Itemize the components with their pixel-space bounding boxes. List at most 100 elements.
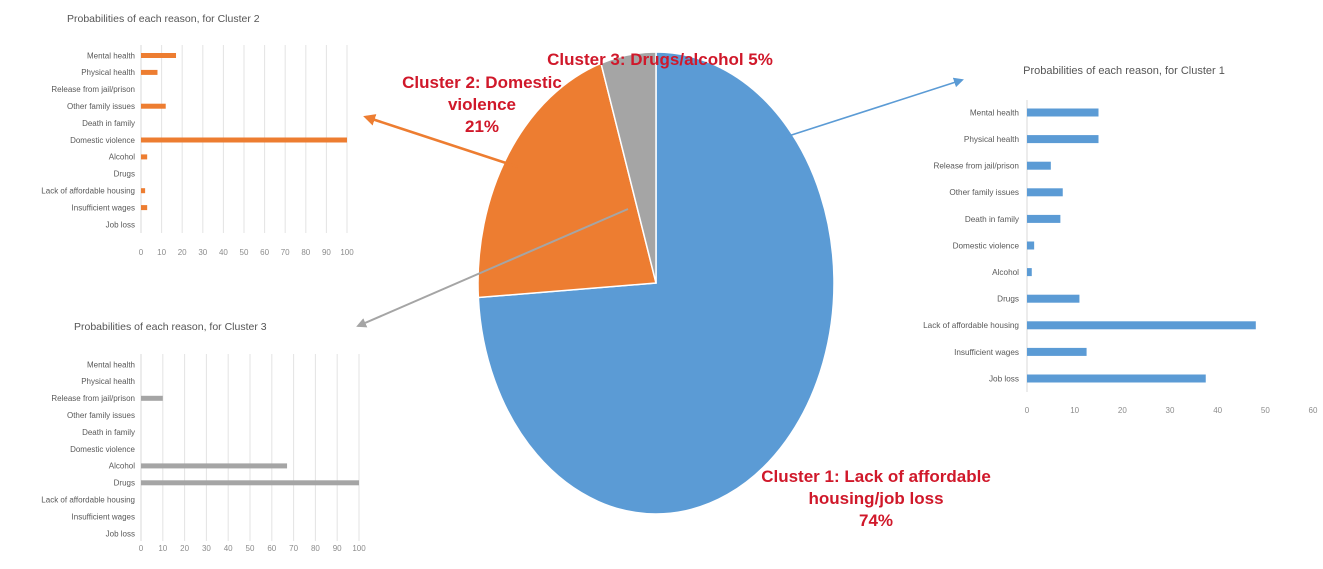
cluster2-connector-arrow <box>363 114 519 169</box>
bar-alcohol <box>1027 268 1032 277</box>
cluster2-label-line3: 21% <box>464 116 500 136</box>
x-tick-label: 40 <box>1213 406 1222 415</box>
x-tick-label: 100 <box>340 248 354 257</box>
category-label-death-in-family: Death in family <box>82 119 135 128</box>
category-label-release-from-jail-prison: Release from jail/prison <box>51 85 135 94</box>
cluster3-label-text: Cluster 3: Drugs/alcohol 5% <box>547 50 773 69</box>
category-label-alcohol: Alcohol <box>992 268 1019 277</box>
cluster3-bar-chart: Probabilities of each reason, for Cluste… <box>41 321 366 553</box>
category-label-mental-health: Mental health <box>87 51 135 60</box>
bar-mental-health <box>1027 108 1099 117</box>
x-tick-label: 50 <box>246 544 255 553</box>
x-tick-label: 0 <box>139 248 144 257</box>
x-tick-label: 10 <box>157 248 166 257</box>
x-tick-label: 20 <box>178 248 187 257</box>
x-tick-label: 60 <box>1309 406 1318 415</box>
x-tick-label: 60 <box>260 248 269 257</box>
category-label-other-family-issues: Other family issues <box>67 102 135 111</box>
x-tick-label: 0 <box>1025 406 1030 415</box>
category-label-drugs: Drugs <box>114 170 135 179</box>
x-tick-label: 40 <box>224 544 233 553</box>
cluster2-bar-chart: Probabilities of each reason, for Cluste… <box>41 13 354 257</box>
cluster2-label-line2: violence <box>447 94 517 114</box>
bar-job-loss <box>1027 374 1206 383</box>
bar-physical-health <box>1027 135 1099 144</box>
cluster-pie-chart <box>477 51 835 515</box>
bar-lack-of-affordable-housing <box>1027 321 1256 330</box>
category-label-domestic-violence: Domestic violence <box>70 445 135 454</box>
category-label-domestic-violence: Domestic violence <box>70 136 135 145</box>
category-label-death-in-family: Death in family <box>82 428 135 437</box>
category-label-lack-of-affordable-housing: Lack of affordable housing <box>923 321 1019 330</box>
cluster1-label-line2: housing/job loss <box>808 488 944 508</box>
category-label-insufficient-wages: Insufficient wages <box>954 348 1019 357</box>
x-tick-label: 70 <box>289 544 298 553</box>
chart-title: Probabilities of each reason, for Cluste… <box>67 13 260 25</box>
category-label-mental-health: Mental health <box>970 108 1020 117</box>
x-tick-label: 20 <box>1118 406 1127 415</box>
chart-title: Probabilities of each reason, for Cluste… <box>1023 65 1225 77</box>
x-tick-label: 80 <box>301 248 310 257</box>
bar-domestic-violence <box>1027 241 1035 250</box>
bar-other-family-issues <box>141 103 166 109</box>
category-label-job-loss: Job loss <box>989 374 1019 383</box>
category-label-drugs: Drugs <box>997 295 1019 304</box>
category-label-domestic-violence: Domestic violence <box>953 241 1020 250</box>
x-tick-label: 100 <box>352 544 366 553</box>
category-label-release-from-jail-prison: Release from jail/prison <box>51 394 135 403</box>
category-label-lack-of-affordable-housing: Lack of affordable housing <box>41 187 135 196</box>
cluster1-pie-label: Cluster 1: Lack of affordable housing/jo… <box>744 466 1008 531</box>
category-label-insufficient-wages: Insufficient wages <box>72 512 135 521</box>
bar-release-from-jail-prison <box>1027 161 1051 170</box>
bar-death-in-family <box>1027 214 1061 223</box>
category-label-alcohol: Alcohol <box>109 462 135 471</box>
cluster3-connector-arrow <box>356 208 629 328</box>
pie-slice-cluster3 <box>600 51 657 284</box>
bar-mental-health <box>141 53 177 58</box>
x-tick-label: 30 <box>1166 406 1175 415</box>
connector-arrows <box>356 77 964 328</box>
category-label-other-family-issues: Other family issues <box>949 188 1019 197</box>
x-tick-label: 30 <box>202 544 211 553</box>
bar-physical-health <box>141 69 158 75</box>
pie-slice-cluster2 <box>477 62 657 299</box>
x-tick-label: 20 <box>180 544 189 553</box>
x-tick-label: 10 <box>1070 406 1079 415</box>
bar-other-family-issues <box>1027 188 1063 197</box>
x-tick-label: 50 <box>240 248 249 257</box>
cluster2-pie-label: Cluster 2: Domestic violence 21% <box>382 72 582 137</box>
category-label-physical-health: Physical health <box>81 68 135 77</box>
bar-drugs <box>1027 294 1080 303</box>
x-tick-label: 70 <box>281 248 290 257</box>
category-label-job-loss: Job loss <box>106 529 135 538</box>
x-tick-label: 90 <box>322 248 331 257</box>
x-tick-label: 50 <box>1261 406 1270 415</box>
x-tick-label: 40 <box>219 248 228 257</box>
category-label-insufficient-wages: Insufficient wages <box>72 203 135 212</box>
x-tick-label: 90 <box>333 544 342 553</box>
bar-insufficient-wages <box>141 205 148 211</box>
category-label-job-loss: Job loss <box>106 220 135 229</box>
category-label-release-from-jail-prison: Release from jail/prison <box>933 162 1019 171</box>
bar-release-from-jail-prison <box>141 395 163 401</box>
bar-alcohol <box>141 154 148 160</box>
category-label-drugs: Drugs <box>114 479 135 488</box>
bar-insufficient-wages <box>1027 347 1087 356</box>
x-tick-label: 60 <box>267 544 276 553</box>
bar-drugs <box>141 480 359 486</box>
category-label-physical-health: Physical health <box>964 135 1020 144</box>
chart-title: Probabilities of each reason, for Cluste… <box>74 321 267 333</box>
bar-domestic-violence <box>141 137 347 143</box>
cluster2-label-line1: Cluster 2: Domestic <box>402 73 562 92</box>
category-label-lack-of-affordable-housing: Lack of affordable housing <box>41 496 135 505</box>
cluster3-pie-label: Cluster 3: Drugs/alcohol 5% <box>530 49 790 71</box>
cluster1-label-line1: Cluster 1: Lack of affordable <box>761 467 991 486</box>
cluster1-bar-chart: Probabilities of each reason, for Cluste… <box>923 65 1318 415</box>
cluster1-label-line3: 74% <box>858 510 894 530</box>
x-tick-label: 10 <box>158 544 167 553</box>
bar-alcohol <box>141 463 288 469</box>
x-tick-label: 0 <box>139 544 144 553</box>
x-tick-label: 30 <box>198 248 207 257</box>
category-label-mental-health: Mental health <box>87 360 135 369</box>
